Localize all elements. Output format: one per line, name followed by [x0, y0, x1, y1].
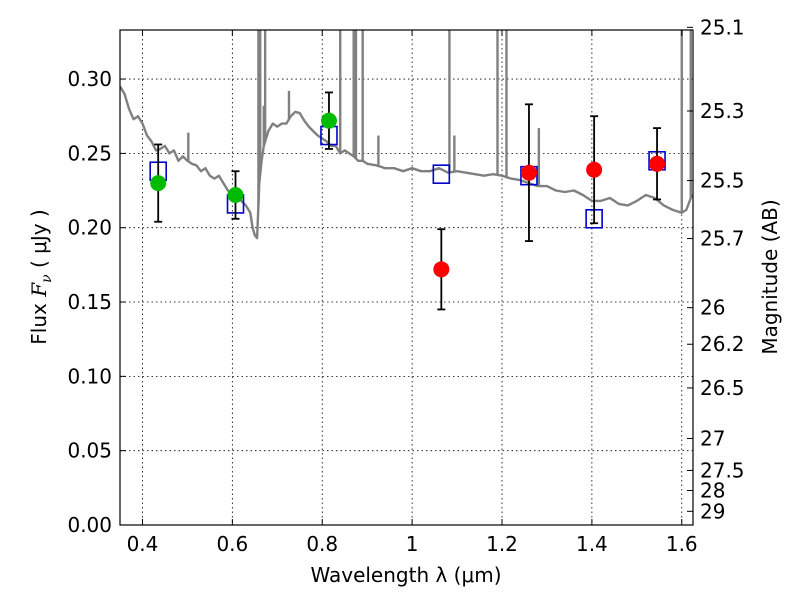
x-tick-label: 1	[406, 532, 419, 556]
x-tick-labels: 0.4 0.6 0.8 1 1.2 1.4 1.6	[127, 532, 698, 556]
y2-tick-label: 27	[700, 426, 725, 450]
y-tick-labels: 0.00 0.05 0.10 0.15 0.20 0.25 0.30	[67, 67, 112, 537]
y-axis-title-symbol: F	[27, 282, 51, 298]
nir-detection-point	[520, 164, 537, 181]
y-tick-label: 0.20	[67, 216, 112, 240]
y-axis-title-subscript: ν	[39, 274, 55, 283]
optical-detection-point	[227, 187, 244, 203]
y-axis-title-unit: ( μJy )	[27, 209, 51, 274]
y2-tick-label: 29	[700, 499, 725, 523]
y2-tick-label: 28	[700, 479, 725, 503]
y-tick-label: 0.15	[67, 290, 112, 314]
y2-tick-label: 25.7	[700, 227, 745, 251]
x-tick-label: 1.2	[486, 532, 518, 556]
x-tick-label: 0.8	[306, 532, 338, 556]
y2-tick-label: 26.2	[700, 332, 745, 356]
y-tick-label: 0.30	[67, 67, 112, 91]
y-axis-title: Flux Fν ( μJy )	[27, 209, 55, 344]
model-spectrum-line	[120, 85, 693, 240]
y-tick-label: 0.10	[67, 364, 112, 388]
nir-detection-point	[586, 161, 603, 178]
y2-tick-label: 25.5	[700, 169, 745, 193]
emission-line-spikes	[187, 30, 692, 213]
y2-tick-label: 27.5	[700, 458, 745, 482]
y2-tick-label: 25.3	[700, 99, 745, 123]
plot-frame	[119, 29, 694, 526]
data-points	[149, 91, 666, 311]
nir-detection-point	[649, 155, 666, 172]
model-photometry-square	[432, 164, 451, 184]
grid-lines	[120, 30, 693, 525]
x-tick-label: 1.4	[576, 532, 608, 556]
y2-tick-label: 26.5	[700, 376, 745, 400]
x-tick-label: 1.6	[666, 532, 698, 556]
x-tick-label: 0.4	[127, 532, 159, 556]
x-tick-label: 0.6	[216, 532, 248, 556]
x-axis-title: Wavelength λ (μm)	[310, 563, 501, 587]
y2-tick-label: 25.1	[700, 15, 745, 39]
optical-detection-point	[320, 112, 337, 129]
nir-detection-point	[433, 261, 450, 278]
y-tick-label: 0.05	[67, 439, 112, 463]
y2-tick-label: 26	[700, 296, 725, 320]
y-tick-label: 0.00	[67, 513, 112, 537]
y-tick-label: 0.25	[67, 141, 112, 165]
y-axis-title-prefix: Flux	[27, 297, 51, 345]
optical-detection-point	[150, 175, 167, 192]
tick-marks	[120, 26, 693, 526]
spectrum-layer	[120, 30, 693, 240]
y2-axis-title: Magnitude (AB)	[758, 199, 782, 354]
